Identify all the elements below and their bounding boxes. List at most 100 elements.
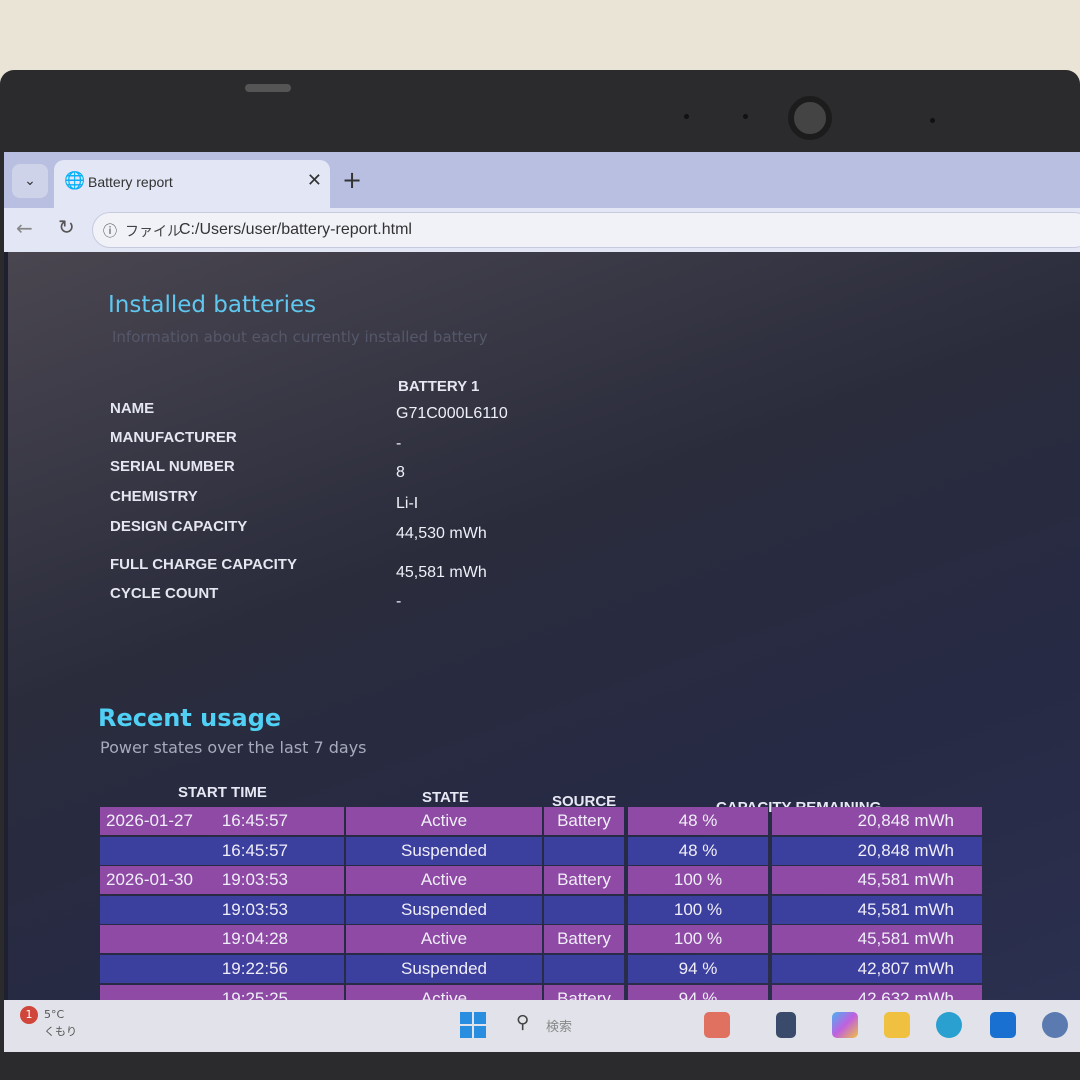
tab-battery-report[interactable]: 🌐 Battery report ✕ (54, 160, 330, 208)
cell-background (772, 955, 982, 983)
bezel-notch (245, 84, 291, 92)
close-icon[interactable]: ✕ (306, 170, 322, 191)
recent-usage-subtitle: Power states over the last 7 days (100, 738, 367, 757)
installed-batteries-heading: Installed batteries (108, 292, 317, 318)
cell-background (544, 836, 624, 865)
usage-table-row: 2026-01-27 16:45:57 Active Battery 48 % 20,84… (100, 807, 982, 836)
tab-search-chevron-down-icon[interactable]: ⌄ (12, 164, 48, 198)
cell-background (544, 895, 624, 924)
usage-pct: 48 % (678, 811, 718, 830)
cell-background (772, 836, 982, 865)
cell-background (346, 925, 542, 954)
new-tab-plus-icon[interactable]: + (342, 166, 363, 194)
notification-badge: 1 (20, 1006, 38, 1024)
globe-icon: 🌐 (64, 171, 86, 191)
cell-background (772, 895, 982, 924)
reload-icon[interactable]: ↻ (58, 215, 75, 239)
cell-background (544, 807, 624, 835)
usage-state: Suspended (400, 959, 488, 978)
usage-state: Active (420, 929, 468, 949)
cell-background (346, 955, 542, 983)
weather-text: くもり (44, 1025, 77, 1038)
address-url[interactable]: C:/Users/user/battery-report.html (179, 221, 412, 238)
cell-background (628, 807, 768, 835)
weather-temp: 5°C (44, 1008, 65, 1021)
m365-icon[interactable] (832, 1012, 858, 1038)
app-l-icon[interactable] (776, 1012, 796, 1038)
screen: ⌄ 🌐 Battery report ✕ + ← ↻ ⓘ ファイル C:/Use… (4, 152, 1080, 1052)
usage-state: Suspended (400, 840, 488, 860)
battery-field-value: 45,581 mWh (396, 563, 487, 581)
store-icon[interactable] (990, 1012, 1016, 1038)
cell-background (346, 866, 542, 895)
taskbar-search[interactable]: 検索 (546, 1020, 573, 1035)
battery-field-label: CHEMISTRY (110, 488, 198, 505)
usage-source (544, 837, 624, 865)
usage-source (544, 896, 624, 924)
usage-time: 19:03:53 (221, 870, 288, 890)
page-content: Installed batteries Information about ea… (8, 252, 1080, 1013)
usage-state: Active (420, 870, 468, 890)
usage-pct: 48 % (678, 840, 718, 860)
usage-pct: 100 % (673, 870, 723, 890)
usage-table-row: 2026-01-30 19:03:53 Active Battery 100 % 45,5… (100, 866, 982, 895)
usage-time: 16:45:57 (221, 811, 288, 830)
usage-source: Battery (557, 929, 611, 949)
cell-background (544, 955, 624, 983)
sensor-dot (684, 114, 689, 119)
taskbar: 5°C くもり ⚲ 検索 (4, 1000, 1080, 1052)
address-bar[interactable]: ⓘ ファイル C:/Users/user/battery-report.html (92, 212, 1080, 248)
usage-source: Battery (557, 811, 611, 830)
edge-browser-icon[interactable] (936, 1012, 962, 1038)
gift-app-icon[interactable] (704, 1012, 730, 1038)
settings-gear-icon[interactable] (1042, 1012, 1068, 1038)
battery-field-value: Li-I (396, 494, 419, 512)
usage-date: 2026-01-30 (106, 870, 193, 890)
usage-state: Active (420, 811, 468, 830)
battery-field-label: NAME (110, 400, 155, 417)
search-icon[interactable]: ⚲ (516, 1012, 530, 1033)
sensor-dot (743, 114, 748, 119)
cell-background (346, 807, 542, 835)
installed-batteries-subtitle: Information about each currently install… (112, 328, 488, 346)
cell-background (628, 836, 768, 865)
cell-background (346, 836, 542, 865)
usage-mwh: 42,807 mWh (857, 959, 954, 978)
usage-state: Suspended (400, 899, 488, 919)
battery-field-value: - (396, 593, 402, 610)
info-icon[interactable]: ⓘ (103, 224, 117, 240)
usage-table-row: 19:04:28 Active Battery 100 % 45,581 mWh (100, 925, 982, 954)
cell-background (100, 836, 344, 865)
cell-background (346, 895, 542, 924)
battery-field-label: DESIGN CAPACITY (110, 518, 248, 535)
cell-background (628, 925, 768, 954)
tab-bar: ⌄ 🌐 Battery report ✕ + (4, 152, 1080, 208)
file-explorer-icon[interactable] (884, 1012, 910, 1038)
usage-date: 2026-01-27 (106, 811, 193, 830)
battery-field-value: 8 (396, 464, 405, 481)
header-source: SOURCE (552, 793, 617, 810)
cell-background (100, 807, 344, 835)
usage-mwh: 45,581 mWh (857, 870, 954, 890)
cell-background (100, 895, 344, 924)
battery-field-label: CYCLE COUNT (110, 585, 219, 602)
battery-column-header: BATTERY 1 (398, 378, 480, 395)
usage-source (544, 955, 624, 983)
cell-background (544, 866, 624, 895)
usage-pct: 100 % (673, 929, 723, 949)
usage-pct: 94 % (678, 959, 718, 978)
weather-widget[interactable]: 5°C くもり (18, 1008, 77, 1039)
cell-background (544, 925, 624, 954)
usage-table-row: 19:03:53 Suspended 100 % 45,581 mWh (100, 895, 982, 925)
cell-background (100, 955, 344, 983)
back-arrow-icon[interactable]: ← (16, 216, 33, 240)
cell-background (100, 925, 344, 954)
webcam (788, 96, 832, 140)
cell-background (772, 807, 982, 835)
usage-source: Battery (557, 870, 611, 890)
usage-table-row: 19:22:56 Suspended 94 % 42,807 mWh (100, 955, 982, 984)
battery-field-value: G71C000L6110 (396, 405, 508, 422)
usage-time: 19:04:28 (221, 929, 288, 949)
windows-start-icon[interactable] (460, 1012, 486, 1038)
header-state: STATE (422, 789, 469, 806)
